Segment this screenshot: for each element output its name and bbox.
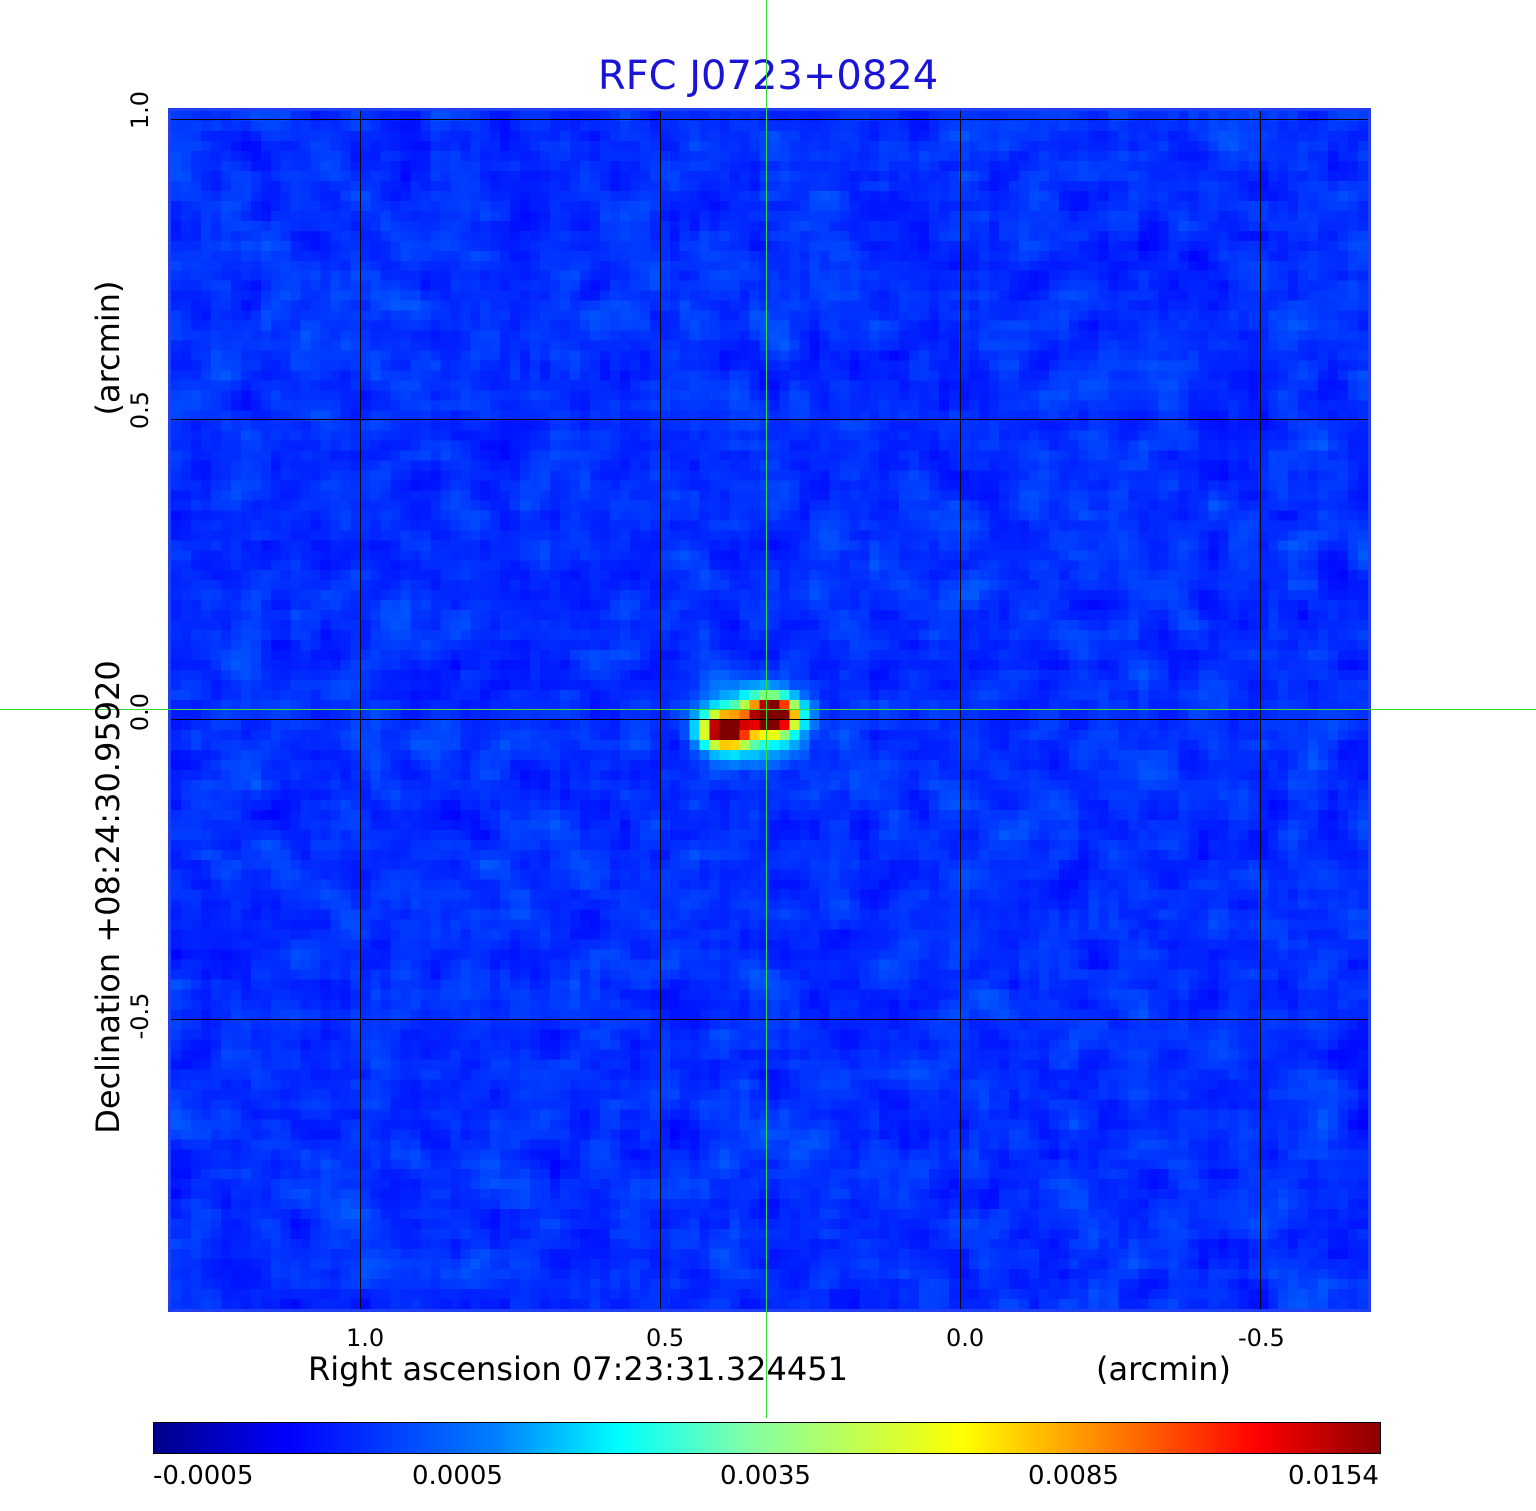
grid-line-dec-minus-0.5 (171, 1019, 1368, 1020)
y-tick-label: -0.5 (126, 992, 154, 1040)
grid-line-ra-minus-0.5 (1260, 111, 1261, 1309)
x-axis-label: Right ascension 07:23:31.324451 (308, 1350, 848, 1388)
intensity-map-canvas (171, 111, 1368, 1309)
colorbar-tick-label: 0.0085 (1028, 1461, 1119, 1491)
grid-line-dec-0.5 (171, 419, 1368, 420)
x-tick-label: 0.5 (646, 1324, 685, 1352)
image-title: RFC J0723+0824 (597, 53, 939, 99)
grid-line-ra-1.0 (360, 111, 361, 1309)
x-tick-label: 1.0 (346, 1324, 385, 1352)
x-axis-units: (arcmin) (1096, 1350, 1231, 1388)
y-axis-units: (arcmin) (89, 280, 127, 416)
crosshair-horizontal (0, 709, 1536, 710)
y-tick-label: 1.0 (126, 90, 154, 130)
colorbar-tick-label: 0.0005 (412, 1461, 503, 1491)
grid-line-ra-0.0 (960, 111, 961, 1309)
y-tick-label: 0.5 (126, 390, 154, 430)
grid-line-dec-0.0 (171, 719, 1368, 720)
x-tick-label: -0.5 (1238, 1324, 1285, 1352)
grid-line-ra-0.5 (660, 111, 661, 1309)
y-axis-label: Declination +08:24:30.95920 (89, 660, 127, 1134)
radio-image-map (168, 108, 1371, 1312)
grid-line-dec-1.0 (171, 119, 1368, 120)
x-tick-label: 0.0 (946, 1324, 985, 1352)
colorbar-tick-label: 0.0154 (1288, 1461, 1379, 1491)
y-tick-label: 0.0 (126, 692, 154, 732)
colorbar-tick-label: 0.0035 (720, 1461, 811, 1491)
colorbar-tick-label: -0.0005 (153, 1461, 254, 1491)
colorbar (153, 1422, 1381, 1454)
